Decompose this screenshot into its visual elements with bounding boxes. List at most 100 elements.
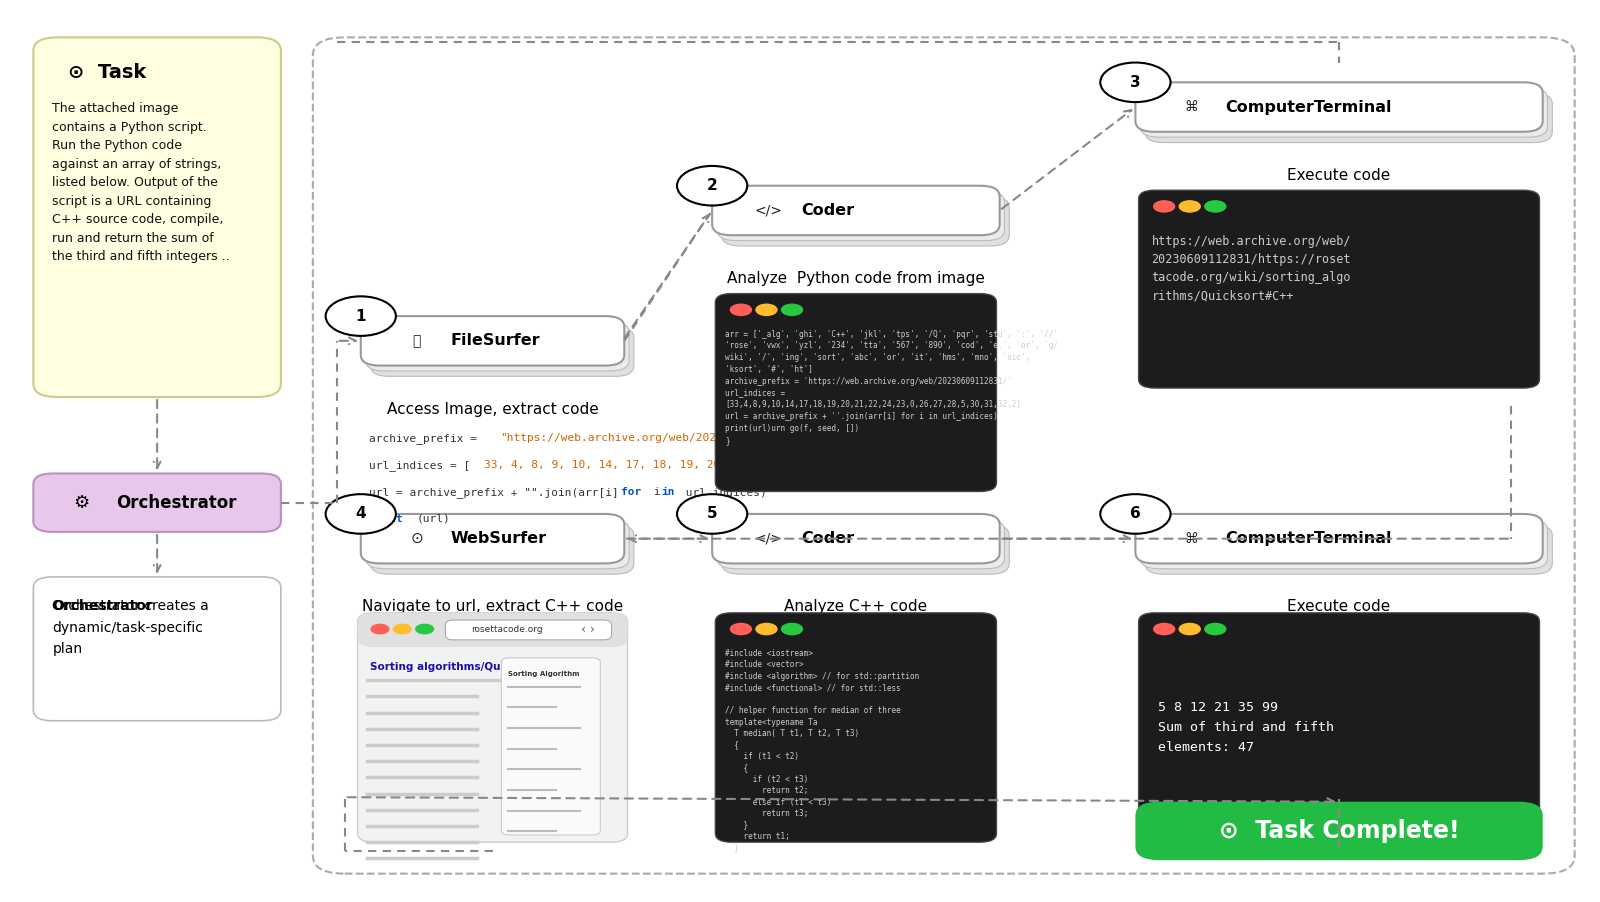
Text: Analyze C++ code: Analyze C++ code: [784, 599, 928, 614]
FancyBboxPatch shape: [370, 525, 634, 575]
Text: arr = ['_alg', 'ghi', 'C++', 'jkl', 'tps', '/Q', 'pqr', 'stu', ':', '//'
'rose',: arr = ['_alg', 'ghi', 'C++', 'jkl', 'tps…: [725, 329, 1058, 445]
Text: Orchestrator: Orchestrator: [117, 493, 237, 511]
Text: Sorting algorithms/Quicksort: Sorting algorithms/Quicksort: [370, 662, 541, 672]
FancyBboxPatch shape: [722, 197, 1010, 246]
Text: ⚙: ⚙: [74, 493, 90, 511]
Text: 4: 4: [355, 506, 366, 521]
Text: 5: 5: [707, 506, 717, 521]
FancyBboxPatch shape: [1136, 514, 1542, 564]
Text: rosettacode.org: rosettacode.org: [470, 625, 542, 634]
Circle shape: [730, 622, 752, 635]
Circle shape: [1154, 200, 1176, 213]
FancyBboxPatch shape: [1136, 802, 1542, 861]
Text: Return final result: Return final result: [1270, 767, 1408, 782]
Text: Coder: Coder: [802, 531, 854, 547]
FancyBboxPatch shape: [712, 514, 1000, 564]
Circle shape: [677, 166, 747, 206]
FancyBboxPatch shape: [34, 37, 282, 397]
FancyBboxPatch shape: [1139, 612, 1539, 842]
Text: i: i: [646, 487, 667, 497]
Text: 📄: 📄: [413, 334, 421, 348]
FancyBboxPatch shape: [722, 525, 1010, 575]
Text: archive_prefix =: archive_prefix =: [368, 433, 483, 444]
Text: </>: </>: [754, 204, 782, 217]
FancyBboxPatch shape: [357, 612, 627, 842]
Text: Analyze  Python code from image: Analyze Python code from image: [726, 272, 986, 286]
Text: Access Image, extract code: Access Image, extract code: [387, 401, 598, 417]
Text: #include <iostream>
#include <vector>
#include <algorithm> // for std::partition: #include <iostream> #include <vector> #i…: [725, 649, 918, 852]
FancyBboxPatch shape: [360, 316, 624, 365]
Text: 2: 2: [707, 179, 717, 193]
FancyBboxPatch shape: [715, 294, 997, 492]
Circle shape: [781, 622, 803, 635]
Circle shape: [326, 297, 395, 336]
Text: Orchestrator: Orchestrator: [53, 599, 154, 613]
Circle shape: [677, 494, 747, 534]
Text: Navigate to url, extract C++ code: Navigate to url, extract C++ code: [362, 599, 622, 614]
Text: url_indices = [: url_indices = [: [368, 460, 470, 471]
Circle shape: [1101, 62, 1171, 102]
FancyBboxPatch shape: [717, 520, 1005, 569]
Text: 1: 1: [355, 308, 366, 324]
FancyBboxPatch shape: [365, 520, 629, 569]
Text: url = archive_prefix + "".join(arr[i]: url = archive_prefix + "".join(arr[i]: [368, 487, 626, 498]
Circle shape: [326, 494, 395, 534]
Circle shape: [414, 623, 434, 634]
FancyBboxPatch shape: [357, 612, 627, 647]
Circle shape: [1101, 494, 1171, 534]
Text: in: in: [661, 487, 675, 497]
Text: ⌘: ⌘: [1184, 531, 1198, 546]
Text: (url): (url): [416, 514, 451, 524]
Text: Sorting Algorithm: Sorting Algorithm: [507, 671, 579, 677]
Text: Execute code: Execute code: [1288, 168, 1390, 183]
Circle shape: [730, 304, 752, 316]
Circle shape: [1205, 200, 1227, 213]
Text: 3: 3: [1130, 75, 1141, 90]
Circle shape: [781, 304, 803, 316]
Text: The attached image
contains a Python script.
Run the Python code
against an arra: The attached image contains a Python scr…: [53, 102, 230, 263]
Text: print: print: [368, 514, 403, 524]
Text: ‹ ›: ‹ ›: [581, 623, 595, 637]
FancyBboxPatch shape: [715, 612, 997, 842]
FancyBboxPatch shape: [360, 514, 624, 564]
Text: WebSurfer: WebSurfer: [450, 531, 546, 547]
Text: Execute code: Execute code: [1288, 599, 1390, 614]
Circle shape: [1179, 622, 1202, 635]
Circle shape: [370, 623, 389, 634]
Circle shape: [755, 622, 778, 635]
FancyBboxPatch shape: [501, 658, 600, 835]
Text: 33, 4, 8, 9, 10, 14, 17, 18, 19, 20, 21, 22,: 33, 4, 8, 9, 10, 14, 17, 18, 19, 20, 21,…: [483, 460, 781, 470]
FancyBboxPatch shape: [717, 191, 1005, 241]
FancyBboxPatch shape: [1141, 87, 1547, 137]
Text: for: for: [621, 487, 642, 497]
FancyBboxPatch shape: [712, 186, 1000, 235]
Text: url_indices): url_indices): [678, 487, 766, 498]
Text: </>: </>: [754, 531, 782, 546]
Text: ⊙  Task Complete!: ⊙ Task Complete!: [1219, 819, 1459, 843]
Circle shape: [1205, 622, 1227, 635]
FancyBboxPatch shape: [34, 474, 282, 532]
Text: FileSurfer: FileSurfer: [450, 334, 539, 348]
Text: ⊙: ⊙: [410, 531, 422, 547]
FancyBboxPatch shape: [1146, 525, 1552, 575]
Text: Coder: Coder: [802, 203, 854, 218]
FancyBboxPatch shape: [365, 321, 629, 371]
FancyBboxPatch shape: [1146, 93, 1552, 143]
Circle shape: [392, 623, 411, 634]
Circle shape: [1154, 622, 1176, 635]
FancyBboxPatch shape: [1141, 520, 1547, 569]
Text: Orchestrator creates a
dynamic/task-specific
plan: Orchestrator creates a dynamic/task-spec…: [53, 599, 210, 656]
Text: ⊙  Task: ⊙ Task: [69, 62, 147, 81]
Text: https://web.archive.org/web/
20230609112831/https://roset
tacode.org/wiki/sortin: https://web.archive.org/web/ 20230609112…: [1152, 235, 1350, 302]
FancyBboxPatch shape: [445, 620, 611, 640]
FancyBboxPatch shape: [1136, 82, 1542, 132]
Circle shape: [1179, 200, 1202, 213]
Text: ⌘: ⌘: [1184, 100, 1198, 114]
FancyBboxPatch shape: [370, 327, 634, 376]
FancyBboxPatch shape: [34, 577, 282, 721]
Text: 6: 6: [1130, 506, 1141, 521]
Circle shape: [755, 304, 778, 316]
Text: 5 8 12 21 35 99
Sum of third and fifth
elements: 47: 5 8 12 21 35 99 Sum of third and fifth e…: [1158, 701, 1334, 754]
Text: ComputerTerminal: ComputerTerminal: [1226, 99, 1392, 115]
Text: "https://web.archive.org/web/20230(: "https://web.archive.org/web/20230(: [499, 433, 736, 443]
